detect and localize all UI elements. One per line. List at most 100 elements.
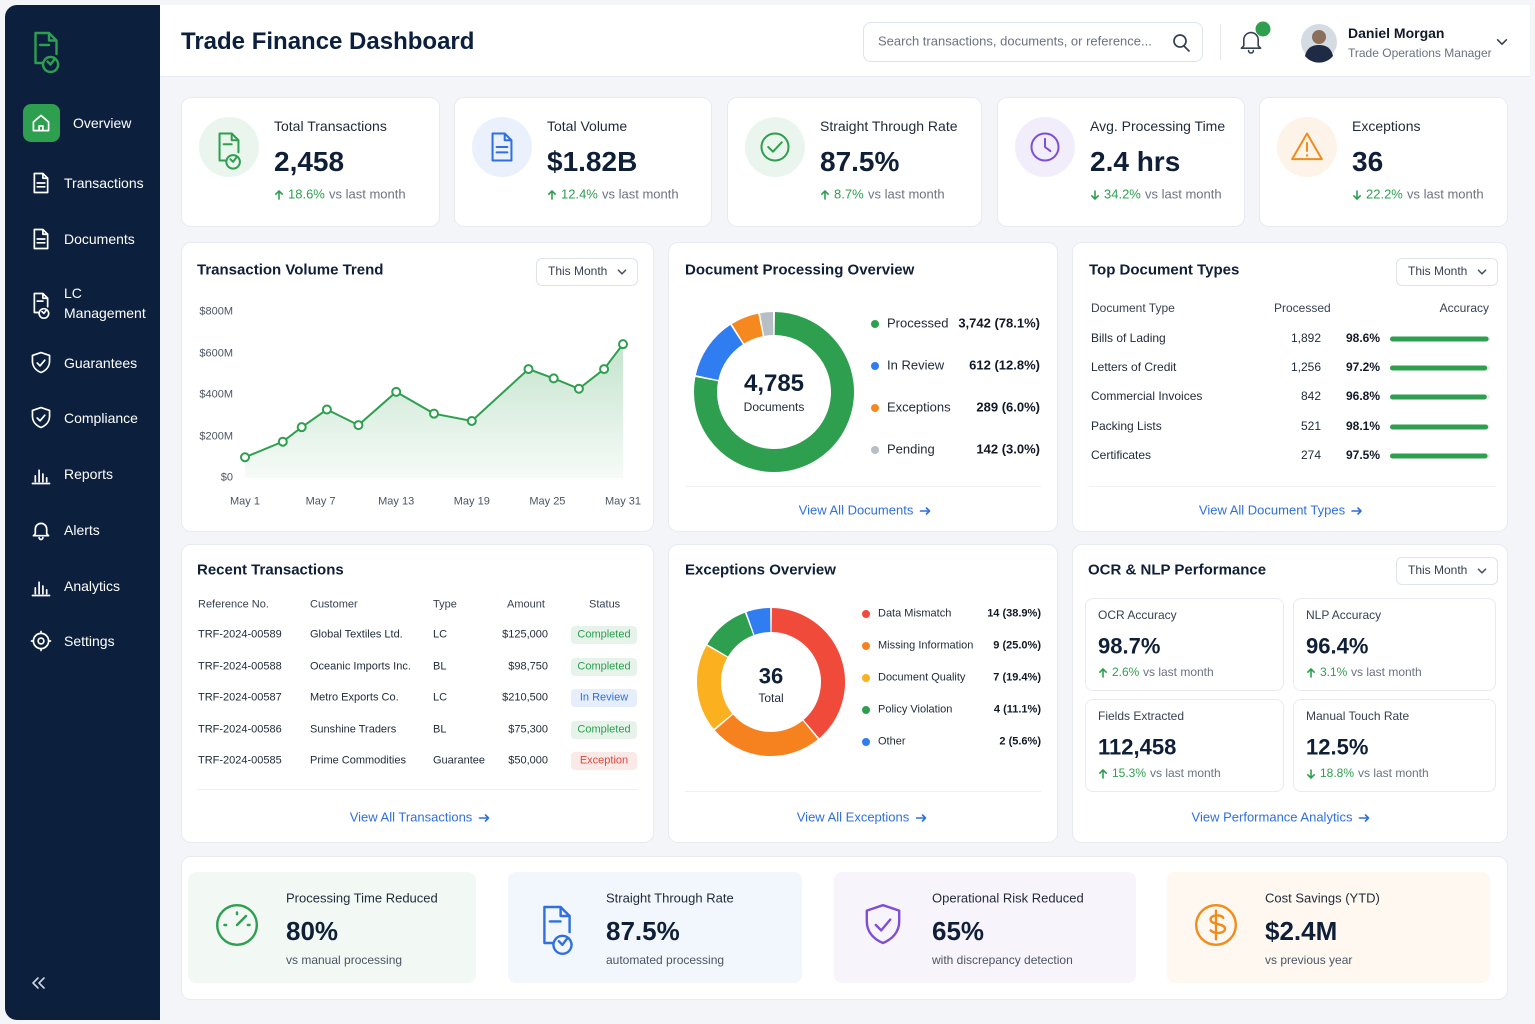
table-cell: BL [433, 660, 447, 673]
sidebar [5, 5, 160, 1020]
table-cell: LC [433, 691, 448, 704]
x-tick-label: May 19 [453, 495, 490, 508]
nav-item[interactable]: Settings [64, 633, 115, 649]
kpi-label: Straight Through Rate [820, 117, 958, 134]
impact-note: automated processing [606, 953, 725, 968]
nav-active-bg [23, 104, 60, 142]
metric-card [1293, 598, 1496, 691]
legend-value: 3,742 (78.1%) [958, 315, 1040, 331]
legend-value: 9 (25.0%) [993, 639, 1041, 652]
filter-label[interactable]: This Month [1408, 264, 1468, 279]
kpi-value: 36 [1352, 145, 1384, 177]
link[interactable]: View All Exceptions [796, 809, 910, 825]
change-note: vs last month [1407, 186, 1484, 202]
kpi-label: Total Volume [547, 117, 628, 134]
search-placeholder[interactable]: Search transactions, documents, or refer… [878, 33, 1152, 49]
change: 15.3% [1112, 766, 1147, 781]
metric-label: NLP Accuracy [1306, 608, 1382, 623]
nav-item[interactable]: Guarantees [64, 355, 138, 371]
column-header: Status [589, 598, 621, 611]
user-name[interactable]: Daniel Morgan [1348, 24, 1445, 41]
notification-count[interactable]: 3 [1260, 23, 1266, 34]
kpi-card [454, 97, 712, 227]
nav-item[interactable]: LC Management [64, 285, 146, 321]
kpi-label: Exceptions [1352, 117, 1421, 134]
doc-type: Packing Lists [1091, 419, 1162, 434]
accuracy: 96.8% [1345, 389, 1380, 404]
change-note: vs last month [1145, 186, 1222, 202]
kpi-card [997, 97, 1245, 227]
change-note: vs last month [1358, 766, 1429, 781]
legend-label: Pending [887, 441, 935, 457]
table-cell: TRF-2024-00589 [198, 628, 282, 641]
impact-value: 80% [286, 916, 339, 947]
metric-value: 12.5% [1306, 734, 1369, 760]
impact-value: $2.4M [1265, 916, 1338, 947]
metric-value: 96.4% [1306, 633, 1369, 659]
link[interactable]: View Performance Analytics [1191, 809, 1353, 825]
amount: $50,000 [508, 754, 548, 767]
nav-item[interactable]: Compliance [64, 410, 138, 426]
card-title: Exceptions Overview [685, 561, 836, 579]
search-box[interactable] [863, 22, 1203, 62]
impact-note: vs previous year [1265, 953, 1353, 968]
column-header: Type [433, 598, 457, 611]
legend-value: 2 (5.6%) [999, 735, 1041, 748]
impact-label: Straight Through Rate [606, 890, 734, 906]
x-tick-label: May 31 [604, 495, 642, 508]
divider [197, 789, 638, 790]
filter-dropdown[interactable] [1396, 258, 1498, 286]
doc-type: Letters of Credit [1091, 360, 1177, 375]
impact-label: Processing Time Reduced [286, 890, 438, 906]
metric-value: 98.7% [1098, 633, 1161, 659]
impact-note: vs manual processing [286, 953, 403, 968]
metric-label: Fields Extracted [1098, 709, 1185, 724]
status-pill [571, 721, 637, 739]
kpi-value: $1.82B [547, 145, 638, 177]
change: 22.2% [1366, 186, 1403, 202]
status: Completed [577, 628, 631, 641]
status: Completed [577, 660, 631, 673]
legend-value: 14 (38.9%) [987, 607, 1041, 620]
legend-value: 7 (19.4%) [993, 671, 1041, 684]
divider [685, 791, 1041, 792]
nav-item[interactable]: Alerts [64, 522, 100, 538]
legend-value: 289 (6.0%) [976, 399, 1040, 415]
legend-label: Other [878, 735, 906, 748]
link[interactable]: View All Documents [798, 502, 914, 518]
user-role: Trade Operations Manager [1348, 46, 1492, 61]
table-cell: Metro Exports Co. [310, 691, 399, 704]
filter-label[interactable]: This Month [1408, 563, 1468, 578]
nav-item[interactable]: Analytics [64, 578, 121, 594]
kpi-card [727, 97, 982, 227]
nav-item[interactable]: Transactions [64, 175, 144, 191]
table-cell: TRF-2024-00588 [198, 660, 282, 673]
doc-type: Certificates [1091, 448, 1152, 463]
nav-item[interactable]: Documents [64, 231, 135, 247]
legend-label: Data Mismatch [878, 607, 952, 620]
impact-card [181, 856, 1508, 1000]
impact-value: 87.5% [606, 916, 680, 947]
metric-value: 112,458 [1098, 734, 1177, 760]
filter-label[interactable]: This Month [548, 264, 608, 279]
change: 12.4% [561, 186, 598, 202]
divider [685, 486, 1041, 487]
filter-dropdown[interactable] [536, 258, 638, 286]
link[interactable]: View All Document Types [1198, 502, 1346, 518]
change-note: vs last month [602, 186, 679, 202]
card-title: Document Processing Overview [685, 261, 915, 279]
doc-type: Commercial Invoices [1091, 389, 1203, 404]
top-document-types-card [1072, 242, 1508, 532]
kpi-value: 2,458 [274, 145, 345, 177]
kpi-card [181, 97, 440, 227]
nav-item[interactable]: Overview [73, 115, 132, 131]
legend-label: Policy Violation [878, 703, 953, 716]
status-pill [571, 689, 637, 707]
accuracy: 98.6% [1345, 331, 1380, 346]
link[interactable]: View All Transactions [349, 809, 473, 825]
legend-label: Missing Information [878, 639, 974, 652]
nav-item[interactable]: Reports [64, 466, 114, 482]
table-cell: Oceanic Imports Inc. [310, 660, 411, 673]
legend-label: Document Quality [878, 671, 966, 684]
